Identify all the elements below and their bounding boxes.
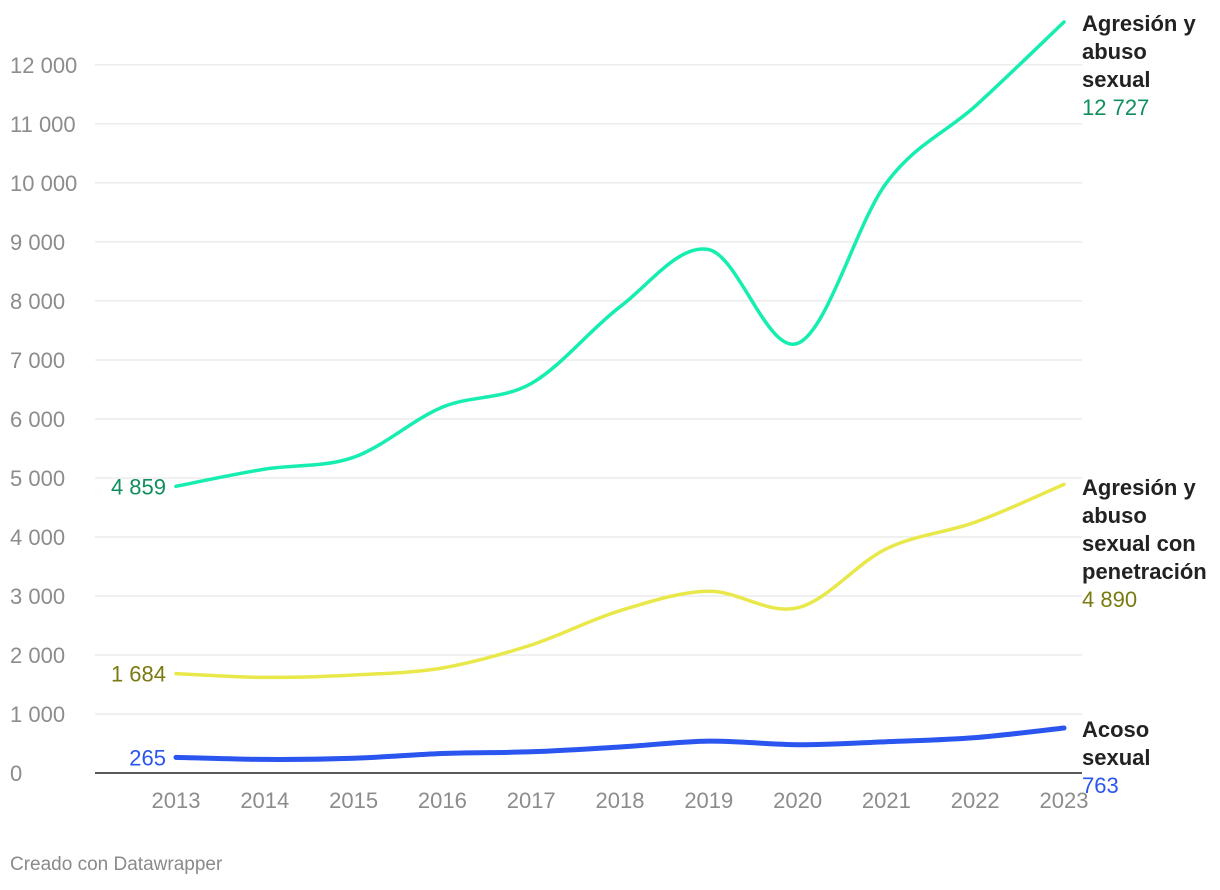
grid-lines [95, 64, 1082, 774]
series-line-acoso [173, 725, 1067, 762]
x-tick-label: 2023 [1040, 788, 1089, 813]
series-name-agresion-penetracion: penetración [1082, 559, 1207, 584]
y-tick-label: 2 000 [10, 643, 65, 668]
start-value-label-agresion-penetracion: 1 684 [111, 662, 166, 687]
x-tick-label: 2016 [418, 788, 467, 813]
x-tick-label: 2020 [773, 788, 822, 813]
y-tick-label: 4 000 [10, 525, 65, 550]
x-tick-label: 2014 [240, 788, 289, 813]
x-tick-label: 2013 [152, 788, 201, 813]
series-name-agresion-penetracion: Agresión y [1082, 475, 1196, 500]
series-labels: 4 859 Agresión y abuso sexual 12 727 1 684 Agr… [111, 11, 1207, 798]
y-tick-label: 5 000 [10, 466, 65, 491]
series-name-agresion-abuso: Agresión y [1082, 11, 1196, 36]
x-tick-label: 2019 [684, 788, 733, 813]
series-name-agresion-penetracion: abuso [1082, 503, 1147, 528]
x-tick-label: 2022 [951, 788, 1000, 813]
series-lines [173, 20, 1067, 762]
x-axis: 2013 2014 2015 2016 2017 2018 2019 2020 2021 2022… [152, 788, 1089, 813]
series-name-acoso: sexual [1082, 745, 1151, 770]
y-tick-label: 8 000 [10, 289, 65, 314]
end-value-label-acoso: 763 [1082, 773, 1119, 798]
y-axis: 0 1 000 2 000 3 000 4 000 5 000 6 000 7 000 8 00… [10, 53, 77, 786]
series-name-acoso: Acoso [1082, 717, 1149, 742]
x-tick-label: 2021 [862, 788, 911, 813]
y-tick-label: 0 [10, 761, 22, 786]
series-line-agresion-abuso [174, 20, 1066, 489]
series-name-agresion-penetracion: sexual con [1082, 531, 1196, 556]
end-value-label-agresion-penetracion: 4 890 [1082, 587, 1137, 612]
series-name-agresion-abuso: sexual [1082, 67, 1151, 92]
y-tick-label: 11 000 [10, 112, 76, 137]
y-tick-label: 12 000 [10, 53, 77, 78]
start-value-label-agresion-abuso: 4 859 [111, 474, 166, 499]
series-name-agresion-abuso: abuso [1082, 39, 1147, 64]
credit-text: Creado con Datawrapper [10, 854, 223, 875]
x-tick-label: 2018 [596, 788, 645, 813]
series-line-agresion-penetracion [174, 482, 1066, 680]
start-value-label-acoso: 265 [129, 745, 166, 770]
y-tick-label: 9 000 [10, 230, 65, 255]
x-tick-label: 2015 [329, 788, 378, 813]
end-value-label-agresion-abuso: 12 727 [1082, 95, 1149, 120]
y-tick-label: 3 000 [10, 584, 65, 609]
y-tick-label: 6 000 [10, 407, 65, 432]
y-tick-label: 1 000 [10, 702, 65, 727]
y-tick-label: 10 000 [10, 171, 77, 196]
x-tick-label: 2017 [507, 788, 556, 813]
y-tick-label: 7 000 [10, 348, 65, 373]
